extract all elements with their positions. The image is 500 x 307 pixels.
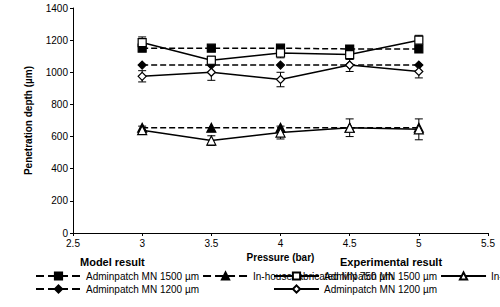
svg-text:5.5: 5.5	[481, 238, 495, 249]
svg-text:3: 3	[139, 238, 145, 249]
svg-text:4: 4	[278, 238, 284, 249]
svg-text:4.5: 4.5	[343, 238, 357, 249]
svg-text:Pressure (bar): Pressure (bar)	[247, 252, 315, 263]
svg-text:200: 200	[51, 195, 68, 206]
svg-text:800: 800	[51, 99, 68, 110]
svg-text:600: 600	[51, 131, 68, 142]
svg-text:3.5: 3.5	[204, 238, 218, 249]
svg-text:In-house fabricated MN 750 µm​: In-house fabricated MN 750 µm​	[491, 271, 500, 282]
svg-text:1200: 1200	[46, 35, 69, 46]
svg-text:Model result: Model result	[80, 256, 145, 268]
svg-text:Adminpatch MN 1500 µm: Adminpatch MN 1500 µm	[86, 271, 199, 282]
svg-text:400: 400	[51, 163, 68, 174]
svg-text:1400: 1400	[46, 3, 69, 14]
svg-text:Penetration depth (µm): Penetration depth (µm)	[23, 66, 34, 175]
svg-text:5: 5	[416, 238, 422, 249]
svg-text:1000: 1000	[46, 67, 69, 78]
svg-text:Adminpatch MN 1500 µm​: Adminpatch MN 1500 µm​	[324, 271, 437, 282]
svg-text:Experimental result: Experimental result	[340, 256, 442, 268]
svg-text:2.5: 2.5	[66, 238, 80, 249]
svg-text:0: 0	[62, 227, 68, 239]
svg-text:Adminpatch MN 1200 µm​: Adminpatch MN 1200 µm​	[324, 284, 437, 295]
svg-text:Adminpatch MN 1200 µm: Adminpatch MN 1200 µm	[86, 284, 199, 295]
